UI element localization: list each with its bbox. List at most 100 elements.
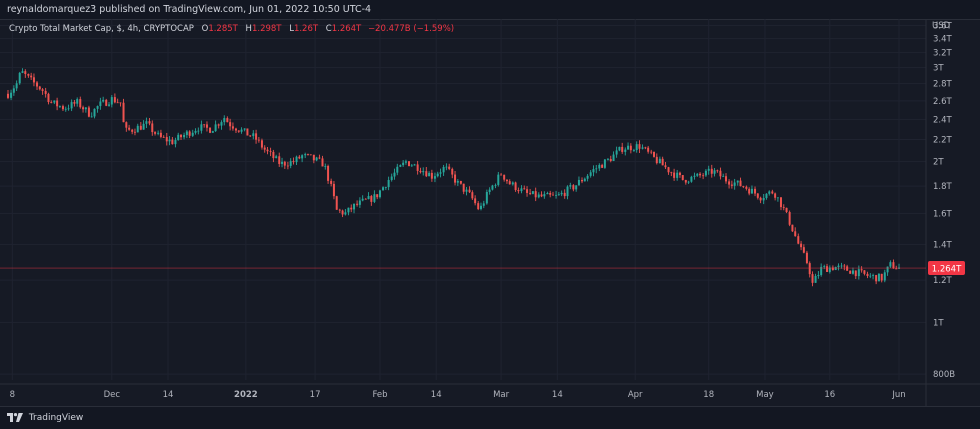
candle-body bbox=[128, 127, 131, 130]
x-tick-label: 16 bbox=[824, 390, 835, 400]
x-tick-label: 14 bbox=[552, 390, 563, 400]
candle-body bbox=[376, 194, 379, 198]
candle-body bbox=[327, 165, 330, 181]
candle-body bbox=[209, 127, 212, 133]
open-value: 1.285T bbox=[208, 24, 238, 34]
candle-body bbox=[36, 82, 39, 87]
candle-body bbox=[704, 170, 707, 176]
y-tick-label: 1T bbox=[933, 318, 944, 328]
candle-body bbox=[358, 200, 361, 205]
candle-body bbox=[108, 104, 111, 106]
x-tick-label: 2022 bbox=[234, 390, 258, 400]
y-tick-label: 3.2T bbox=[933, 49, 953, 59]
x-tick-label: 8 bbox=[10, 390, 15, 400]
candle-body bbox=[309, 154, 312, 156]
candle-body bbox=[177, 134, 180, 141]
candle-body bbox=[361, 198, 364, 201]
candle-body bbox=[32, 77, 35, 83]
candle-body bbox=[730, 184, 733, 186]
candle-body bbox=[263, 147, 266, 150]
candle-body bbox=[448, 166, 451, 169]
candle-body bbox=[416, 164, 419, 171]
candle-body bbox=[436, 173, 439, 177]
candle-body bbox=[425, 171, 428, 177]
y-tick-label: 3.6T bbox=[933, 21, 953, 31]
candle-body bbox=[811, 274, 814, 283]
x-tick-label: 17 bbox=[310, 390, 321, 400]
candle-body bbox=[563, 192, 566, 197]
tradingview-logo-icon bbox=[7, 413, 23, 422]
low-label: L bbox=[289, 24, 294, 34]
candle-body bbox=[725, 176, 728, 182]
candle-body bbox=[667, 167, 670, 173]
candle-body bbox=[125, 122, 128, 128]
candle-body bbox=[278, 156, 281, 164]
y-tick-label: 3T bbox=[933, 64, 944, 74]
candle-body bbox=[508, 181, 511, 185]
candle-body bbox=[292, 161, 295, 163]
y-tick-label: 2T bbox=[933, 158, 944, 168]
last-price-badge bbox=[928, 261, 965, 276]
candle-body bbox=[661, 158, 664, 166]
candle-body bbox=[612, 154, 615, 162]
candle-body bbox=[543, 194, 546, 197]
candle-body bbox=[338, 209, 341, 211]
candle-body bbox=[58, 106, 61, 107]
candle-body bbox=[566, 186, 569, 197]
candle-body bbox=[180, 134, 183, 138]
candle-body bbox=[393, 172, 396, 177]
candle-body bbox=[750, 188, 753, 194]
candle-body bbox=[592, 169, 595, 173]
candle-body bbox=[621, 146, 624, 152]
candle-body bbox=[664, 165, 667, 168]
candle-body bbox=[90, 116, 93, 118]
candle-body bbox=[517, 190, 520, 192]
candle-body bbox=[739, 180, 742, 187]
candle-body bbox=[609, 158, 612, 162]
candle-body bbox=[211, 131, 214, 133]
footer-brand[interactable]: TradingView bbox=[28, 413, 84, 423]
candle-body bbox=[638, 144, 641, 149]
candle-body bbox=[802, 247, 805, 253]
candle-body bbox=[304, 154, 307, 156]
candle-body bbox=[537, 194, 540, 198]
candle-body bbox=[840, 265, 843, 267]
candle-body bbox=[237, 130, 240, 132]
candle-body bbox=[387, 179, 390, 188]
candle-body bbox=[794, 231, 797, 237]
candle-body bbox=[30, 75, 33, 78]
candle-body bbox=[370, 196, 373, 202]
candle-body bbox=[526, 189, 529, 193]
candle-body bbox=[442, 167, 445, 173]
candle-body bbox=[367, 196, 370, 200]
candle-body bbox=[205, 124, 208, 128]
candle-body bbox=[572, 185, 575, 190]
price-chart[interactable]: 800B 1T 1.2T 1.4T 1.6T 1.8T 2T 2.2T 2.4T 2.6T 2.8T… bbox=[0, 19, 980, 406]
candle-body bbox=[754, 188, 757, 194]
candle-body bbox=[520, 188, 523, 192]
candle-body bbox=[384, 187, 387, 188]
candle-body bbox=[76, 99, 79, 104]
candle-body bbox=[491, 185, 494, 190]
candle-body bbox=[200, 124, 203, 131]
candle-body bbox=[529, 192, 532, 194]
candle-body bbox=[681, 175, 684, 181]
candle-body bbox=[122, 102, 125, 123]
candle-body bbox=[886, 266, 889, 273]
candle-body bbox=[382, 187, 385, 191]
candle-body bbox=[99, 101, 102, 107]
candle-body bbox=[474, 198, 477, 204]
candle-body bbox=[289, 161, 292, 166]
candle-body bbox=[702, 175, 705, 177]
candle-body bbox=[837, 265, 840, 268]
candle-body bbox=[21, 71, 24, 73]
y-tick-label: 1.4T bbox=[933, 240, 953, 250]
candle-body bbox=[451, 168, 454, 175]
candle-body bbox=[581, 179, 584, 182]
candle-body bbox=[240, 129, 243, 132]
candle-body bbox=[105, 99, 108, 106]
candle-body bbox=[70, 102, 73, 109]
candle-body bbox=[776, 197, 779, 199]
candle-body bbox=[356, 203, 359, 205]
candle-body bbox=[102, 99, 105, 102]
